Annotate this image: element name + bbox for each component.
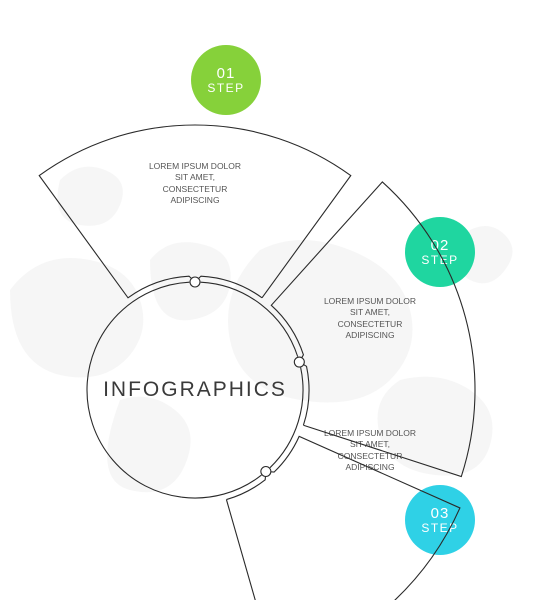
infographic-stage: [0, 0, 546, 600]
node-marker-step1: [190, 277, 200, 287]
center-ring: [270, 368, 303, 468]
center-ring: [201, 282, 298, 356]
center-ring: [87, 282, 189, 497]
node-marker-step2: [294, 357, 304, 367]
sector-step2: [271, 182, 475, 477]
center-ring: [182, 475, 262, 498]
sector-step3: [226, 436, 460, 600]
node-marker-step3: [261, 467, 271, 477]
sector-step1: [39, 125, 351, 298]
